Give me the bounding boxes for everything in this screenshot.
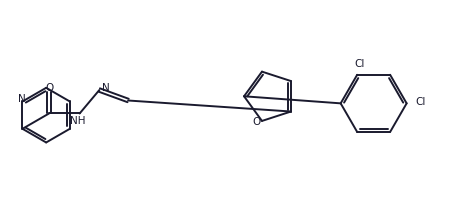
Text: O: O [45,83,53,93]
Text: NH: NH [70,116,85,126]
Text: N: N [101,83,109,93]
Text: O: O [252,117,260,127]
Text: Cl: Cl [355,59,365,69]
Text: Cl: Cl [416,97,426,107]
Text: N: N [18,94,26,104]
